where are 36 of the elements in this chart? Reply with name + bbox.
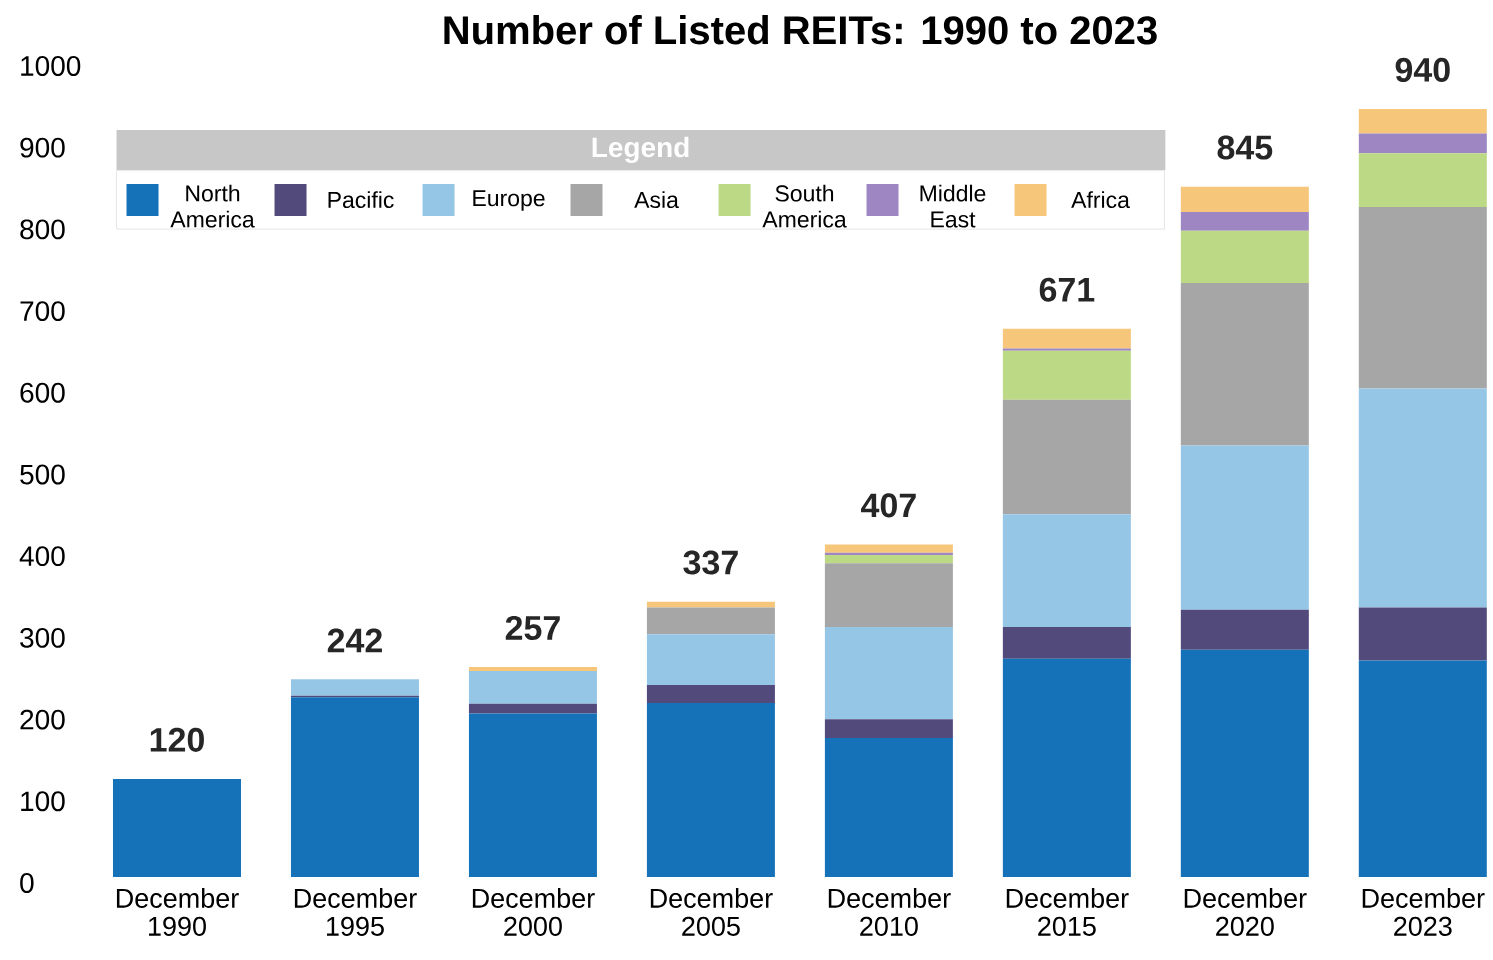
- legend-label: South America: [762, 184, 847, 228]
- y-tick-label: 100: [21, 791, 65, 812]
- y-tick-label: 200: [20, 709, 65, 730]
- y-tick-label: 700: [20, 301, 65, 322]
- total-label: 845: [1217, 135, 1273, 160]
- legend-label: Middle East: [920, 184, 986, 228]
- legend-label: Pacific: [328, 191, 394, 209]
- total-label: 337: [683, 550, 738, 575]
- total-label: 407: [861, 493, 916, 518]
- legend-label: Europe: [473, 190, 545, 211]
- chart-title: Number of Listed REITs: 1990 to 2023: [444, 15, 1157, 45]
- x-tick-label: December 2000: [472, 888, 595, 936]
- y-tick-label: 300: [20, 627, 65, 648]
- y-tick-label: 500: [20, 464, 65, 485]
- legend-label: Africa: [1071, 191, 1130, 209]
- x-tick-label: December 2023: [1362, 888, 1485, 936]
- y-tick-label: 400: [19, 546, 65, 567]
- x-tick-label: December 1990: [116, 888, 239, 936]
- x-tick-label: December 1995: [294, 888, 417, 936]
- legend-title: Legend: [592, 136, 689, 163]
- y-tick-label: 1000: [21, 56, 81, 76]
- total-label: 940: [1395, 57, 1450, 82]
- y-tick-label: 600: [20, 382, 65, 403]
- y-tick-label: 900: [20, 137, 65, 158]
- total-label: 242: [327, 628, 382, 653]
- x-tick-label: December 2020: [1184, 888, 1307, 936]
- total-label: 257: [505, 615, 560, 640]
- x-tick-label: December 2015: [1006, 888, 1129, 936]
- legend-label: North America: [170, 184, 255, 228]
- y-tick-label: 800: [20, 219, 65, 240]
- legend-label: Asia: [634, 191, 679, 209]
- x-tick-label: December 2010: [828, 888, 951, 936]
- y-tick-label: 0: [20, 873, 34, 893]
- total-label: 120: [150, 727, 204, 752]
- total-label: 671: [1039, 277, 1095, 302]
- x-tick-label: December 2005: [650, 888, 773, 936]
